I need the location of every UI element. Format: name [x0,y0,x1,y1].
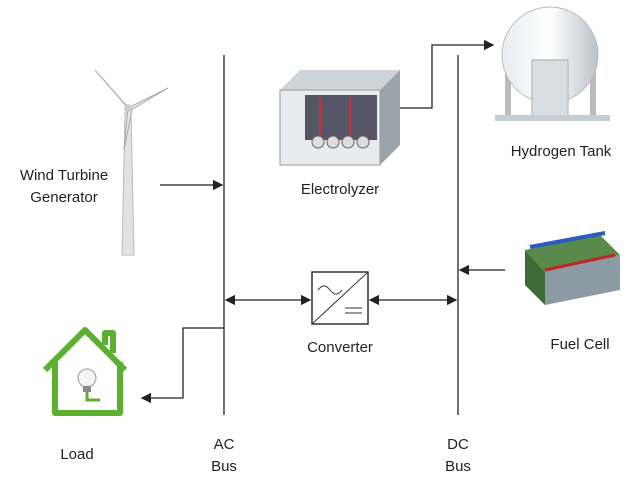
bus-label: DC [447,436,469,453]
fuel-cell-icon [525,233,620,305]
node-label: Hydrogen Tank [511,143,612,160]
node-label: Electrolyzer [301,181,379,198]
node-label: Load [60,446,93,463]
electrolyzer-icon [280,70,400,165]
diagram: Wind Turbine Generator Electrolyzer Hydr… [0,0,638,477]
node-label: Wind Turbine [20,167,108,184]
node-label: Fuel Cell [550,336,609,353]
node-label: Generator [30,189,98,206]
bus-label: Bus [445,458,471,475]
wind-turbine-icon [95,70,168,255]
arrow [400,45,493,108]
bus-label: AC [214,436,235,453]
arrow [142,328,224,398]
bus-label: Bus [211,458,237,475]
node-label: Converter [307,339,373,356]
hydrogen-tank-icon [495,7,610,121]
converter-icon [312,272,368,324]
load-icon [45,330,125,413]
